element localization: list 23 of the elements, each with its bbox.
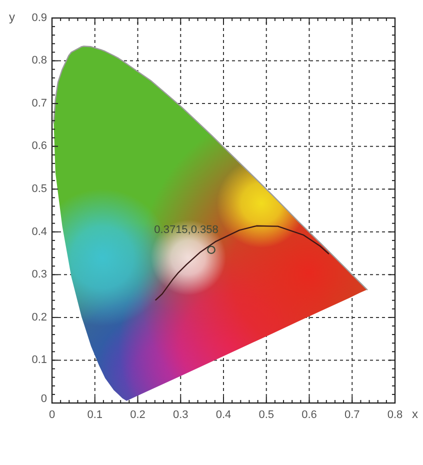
y-tick-label: 0.4 xyxy=(32,226,47,238)
y-tick-label: 0.9 xyxy=(32,12,47,24)
line-series xyxy=(53,46,368,290)
x-tick-label: 0 xyxy=(48,408,56,421)
x-tick-label: 0.2 xyxy=(130,408,146,421)
y-tick-label: 0.8 xyxy=(32,54,47,67)
x-tick-label: 0.3 xyxy=(172,408,188,421)
x-tick-label: 0.8 xyxy=(387,408,403,421)
y-tick-label: 0.1 xyxy=(32,354,47,366)
y-tick-label: 0.6 xyxy=(32,140,47,152)
y-tick-label: 0.7 xyxy=(32,97,47,110)
x-tick-label: 0.7 xyxy=(344,408,360,421)
line-series xyxy=(155,225,330,301)
y-tick-label: 0 xyxy=(40,392,47,405)
x-tick-label: 0.5 xyxy=(258,408,274,421)
y-tick-label: 0.5 xyxy=(32,183,47,196)
x-tick-label: 0.1 xyxy=(87,408,103,421)
x-axis-title: x xyxy=(412,407,418,422)
y-axis-title: y xyxy=(9,10,15,24)
x-tick-label: 0.4 xyxy=(216,408,232,421)
y-tick-label: 0.2 xyxy=(32,311,47,324)
y-tick-label: 0.3 xyxy=(32,268,47,281)
x-tick-label: 0.6 xyxy=(302,408,317,421)
